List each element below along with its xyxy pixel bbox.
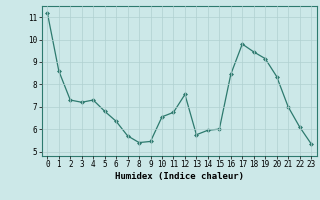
X-axis label: Humidex (Indice chaleur): Humidex (Indice chaleur) [115,172,244,181]
